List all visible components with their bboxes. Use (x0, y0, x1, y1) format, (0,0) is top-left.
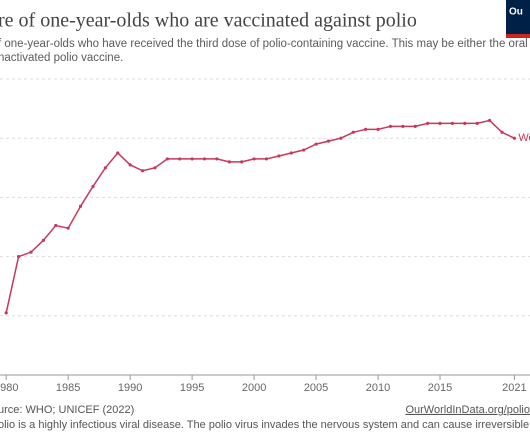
x-tick-label: 2010 (366, 382, 390, 394)
point (29, 250, 33, 254)
x-tick-label: 2021 (502, 382, 526, 394)
point (41, 238, 45, 242)
point (463, 121, 467, 125)
point (252, 157, 256, 161)
point (450, 121, 455, 125)
chart-title: re of one-year-olds who are vaccinated a… (0, 10, 417, 32)
point (487, 118, 492, 123)
subtitle: f one-year-olds who have received the th… (0, 38, 528, 50)
point (512, 136, 516, 140)
point (128, 163, 132, 167)
point (16, 255, 21, 259)
point (339, 136, 343, 140)
point (438, 121, 442, 125)
point (314, 142, 318, 146)
logo-box (506, 0, 530, 34)
point (227, 160, 231, 164)
point (54, 223, 58, 228)
point (277, 154, 281, 158)
point (202, 157, 207, 161)
note: olio is a highly infectious viral diseas… (0, 419, 530, 431)
point (364, 127, 368, 131)
point (326, 139, 331, 143)
x-tick-label: 2005 (304, 382, 328, 394)
point (78, 204, 83, 208)
point (388, 124, 393, 128)
series-line (5, 119, 515, 314)
logo: Ou (509, 7, 523, 18)
point (289, 151, 293, 155)
point (401, 124, 405, 128)
point (426, 121, 430, 125)
x-tick-label: 1980 (0, 382, 18, 394)
point (376, 127, 380, 131)
point (91, 184, 95, 189)
point (351, 130, 355, 134)
x-tick-label: 1995 (180, 382, 204, 394)
source: urce: WHO; UNICEF (2022) (0, 404, 134, 416)
point (475, 121, 479, 125)
point (240, 160, 244, 164)
point (190, 157, 194, 161)
x-tick-label: 2015 (428, 382, 452, 394)
point (116, 151, 120, 155)
x-tick-label: 1990 (118, 382, 142, 394)
x-tick-label: 1985 (56, 382, 80, 394)
point (4, 311, 8, 315)
point (413, 124, 417, 128)
point (165, 157, 169, 161)
source-link[interactable]: OurWorldInData.org/polio (405, 404, 530, 416)
point (178, 157, 182, 161)
x-tick-label: 2000 (242, 382, 266, 394)
point (500, 130, 504, 134)
point (140, 169, 145, 173)
point (153, 166, 157, 170)
point (302, 148, 306, 152)
logo-bar (506, 34, 530, 38)
point (66, 226, 70, 230)
point (103, 166, 107, 170)
point (264, 157, 269, 161)
series-label: Wo (518, 132, 530, 144)
point (215, 157, 219, 161)
subtitle: nactivated polio vaccine. (0, 52, 123, 64)
